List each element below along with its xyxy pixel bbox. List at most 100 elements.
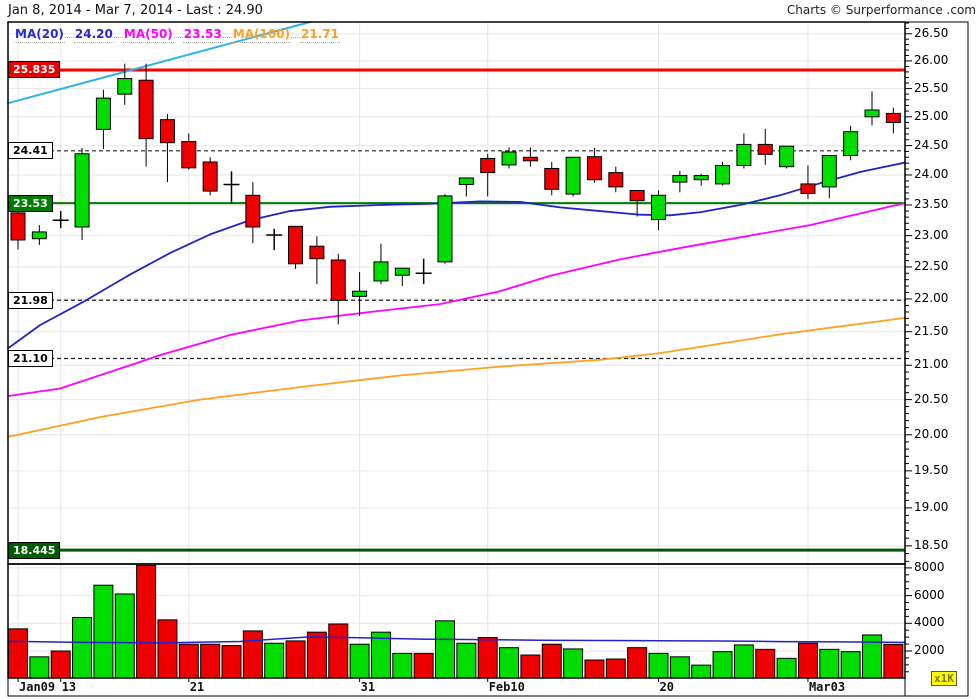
price-axis-label: 24.50 [914, 137, 949, 152]
candle-body-down [159, 119, 175, 144]
candle-body-up [95, 97, 111, 130]
volume-bar [200, 643, 221, 679]
volume-axis-label: 6000 [914, 587, 945, 602]
volume-bar [819, 648, 840, 679]
volume-axis-label: 2000 [914, 643, 945, 657]
volume-bar [178, 643, 199, 679]
price-axis-label: 26.50 [914, 25, 949, 40]
candle-body-down [288, 225, 304, 265]
candle-body-up [74, 153, 90, 228]
legend-label-ma100: MA(100) [231, 27, 291, 43]
price-level-label: 21.98 [8, 291, 53, 309]
volume-bar [264, 642, 285, 679]
legend-value-ma20: 24.20 [73, 27, 114, 43]
page-title: Jan 8, 2014 - Mar 7, 2014 - Last : 24.90 [8, 3, 263, 18]
price-axis-label: 21.50 [914, 323, 949, 338]
volume-bar [563, 648, 584, 679]
volume-bar [712, 651, 733, 679]
candle-body-down [181, 141, 197, 169]
candle-body-up [864, 109, 880, 118]
y-axis-column-frame [904, 21, 969, 697]
price-axis-label: 20.00 [914, 426, 949, 441]
candle-body-up [458, 177, 474, 186]
volume-bar [93, 584, 114, 679]
price-axis-label: 26.00 [914, 52, 949, 67]
candle-body-down [757, 143, 773, 155]
volume-bar [328, 623, 349, 679]
candle-body-down [309, 245, 325, 260]
volume-unit-label: x1K [931, 671, 957, 686]
price-axis-label: 24.00 [914, 166, 949, 181]
price-axis-label: 18.50 [914, 537, 949, 552]
legend-label-ma20: MA(20) [14, 27, 65, 43]
ma-legend: MA(20) 24.20 MA(50) 23.53 MA(100) 21.71 [14, 26, 340, 43]
volume-bar [499, 647, 520, 679]
candle-body-up [373, 261, 389, 282]
volume-bar [72, 616, 93, 679]
candle-body-down [522, 156, 538, 162]
volume-bar [306, 631, 327, 679]
price-axis-label: 22.50 [914, 258, 949, 273]
candle-body-down [885, 112, 901, 124]
volume-bar [221, 645, 242, 679]
candle-body-down [330, 259, 346, 301]
volume-bar [733, 644, 754, 679]
volume-bar [136, 565, 157, 679]
price-level-label: 25.835 [8, 61, 61, 79]
ma-line-ma20 [7, 161, 906, 350]
legend-value-ma50: 23.53 [182, 27, 223, 43]
volume-ma-line [7, 636, 906, 644]
trendline [7, 20, 311, 105]
candle-body-up [779, 145, 795, 168]
volume-bar [392, 652, 413, 679]
price-level-label: 24.41 [8, 142, 53, 160]
volume-bar [627, 647, 648, 679]
candle-body-up [821, 155, 837, 188]
price-axis-label: 19.50 [914, 462, 949, 477]
price-level-label: 23.53 [8, 194, 53, 212]
volume-bar [8, 628, 28, 679]
volume-bar [114, 593, 135, 679]
volume-bar [50, 650, 71, 679]
volume-bar [285, 640, 306, 679]
candle-body-up [672, 175, 688, 183]
x-axis-label: 31 [360, 680, 376, 694]
candle-body-down [544, 167, 560, 190]
volume-bar [435, 620, 455, 679]
volume-bar [691, 664, 712, 679]
price-axis-label: 23.50 [914, 196, 949, 211]
ma-line-ma50 [7, 202, 906, 398]
candle-body-up [843, 131, 859, 157]
price-axis-label: 25.00 [914, 108, 949, 123]
volume-bar [349, 643, 370, 679]
volume-bar [242, 630, 263, 679]
candle-body-down [245, 194, 261, 228]
volume-bar [755, 648, 776, 679]
volume-bar [541, 643, 562, 679]
volume-bar [776, 657, 797, 679]
x-axis-label: Feb10 [488, 680, 525, 694]
volume-bar [29, 656, 50, 679]
candle-body-up [715, 165, 731, 185]
volume-bar [605, 658, 626, 679]
price-axis-label: 20.50 [914, 391, 949, 406]
price-axis-label: 21.00 [914, 357, 949, 372]
volume-axis-label: 4000 [914, 615, 945, 630]
legend-value-ma100: 21.71 [300, 27, 340, 43]
legend-label-ma50: MA(50) [122, 27, 174, 43]
candle-body-up [565, 156, 581, 195]
candle-body-up [651, 194, 666, 221]
volume-bar [669, 656, 690, 679]
candle-body-up [394, 267, 410, 276]
candle-body-up [352, 290, 368, 297]
volume-bar [477, 637, 498, 679]
price-level-label: 18.445 [8, 541, 61, 559]
volume-bar [883, 643, 904, 679]
price-axis-label: 22.00 [914, 290, 949, 305]
candle-body-down [138, 79, 154, 140]
price-level-label: 21.10 [8, 349, 53, 367]
price-axis-label: 25.50 [914, 80, 949, 95]
volume-bar [648, 652, 669, 679]
